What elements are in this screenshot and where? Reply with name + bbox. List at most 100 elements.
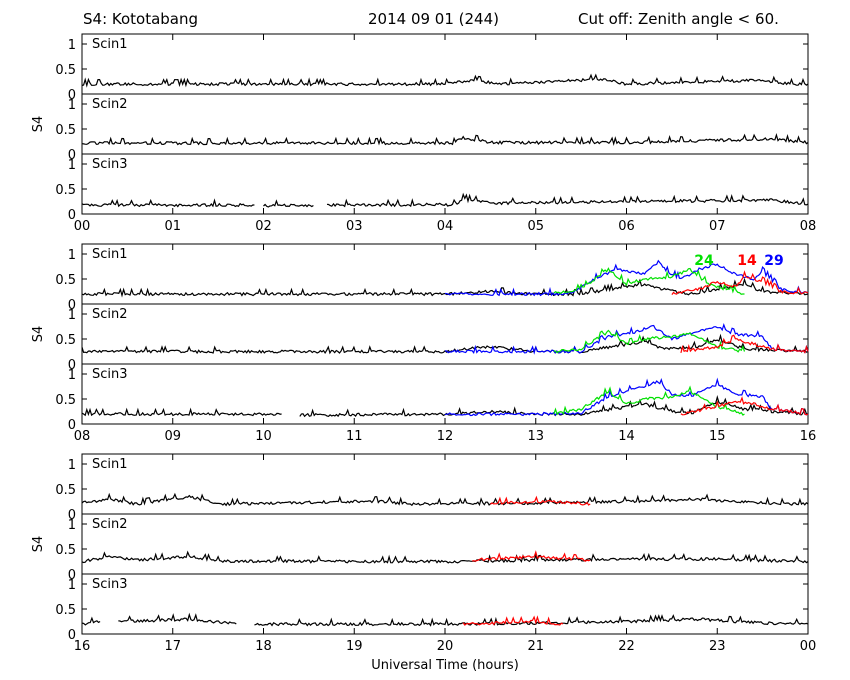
series-line-prn-all: [81, 492, 809, 507]
series-line-prn-24: [553, 267, 745, 295]
prn-label-24: 24: [694, 253, 714, 269]
x-tick-label: 04: [437, 219, 454, 234]
y-tick-label: 0.5: [55, 603, 76, 618]
x-tick-label: 11: [346, 429, 363, 444]
panel-label: Scin2: [92, 307, 128, 322]
series-line-prn-14: [462, 615, 564, 626]
series-line-prn-29: [444, 259, 809, 297]
panel-group-3: 0 0.5 1 Scin1 0 0.5 1 Scin2 0 0.5 1 Scin3 16 17 18 19 20…: [31, 453, 817, 654]
series-line-prn-24: [553, 329, 746, 354]
prn-label-14: 14: [737, 253, 757, 269]
x-tick-label: 14: [618, 429, 635, 444]
y-tick-label: 0: [68, 358, 76, 373]
prn-label-29: 29: [764, 253, 783, 269]
y-tick-label: 1: [68, 38, 76, 53]
y-tick-label: 0: [68, 298, 76, 313]
panel-frame: [81, 453, 809, 515]
panel-label: Scin2: [92, 517, 128, 532]
panel-scin1: 0 0.5 1 Scin1: [55, 33, 809, 103]
y-axis-label: S4: [31, 536, 46, 553]
y-axis-label: S4: [31, 326, 46, 343]
series-line-prn-all: [81, 198, 255, 208]
series-line-prn-all: [81, 550, 809, 564]
panel-label: Scin1: [92, 457, 128, 472]
panel-label: Scin2: [92, 97, 128, 112]
date-title: 2014 09 01 (244): [368, 10, 499, 28]
y-tick-label: 0: [68, 508, 76, 523]
y-tick-label: 0.5: [55, 183, 76, 198]
x-tick-label: 07: [709, 219, 726, 234]
y-tick-label: 0: [68, 148, 76, 163]
x-tick-label: 12: [437, 429, 454, 444]
y-tick-label: 1: [68, 308, 76, 323]
series-line-prn-all: [81, 277, 809, 298]
y-tick-label: 0.5: [55, 543, 76, 558]
panel-label: Scin1: [92, 37, 128, 52]
station-title: S4: Kototabang: [83, 10, 198, 28]
y-tick-label: 0: [68, 568, 76, 583]
series-line-prn-14: [680, 396, 809, 416]
x-tick-label: 13: [527, 429, 544, 444]
cutoff-title: Cut off: Zenith angle < 60.: [578, 10, 779, 28]
series-line-prn-all: [81, 616, 101, 626]
panel-group-1: 0 0.5 1 Scin1 0 0.5 1 Scin2 0 0.5 1 Scin3 00 01 02 03 04…: [31, 33, 817, 234]
panel-frame: [81, 513, 809, 575]
panel-scin1: 0 0.5 1 Scin1: [55, 453, 809, 523]
series-line-prn-all: [81, 333, 809, 355]
x-tick-label: 10: [255, 429, 272, 444]
y-tick-label: 0.5: [55, 333, 76, 348]
series-line-prn-all: [81, 407, 282, 417]
panel-group-2: 0 0.5 1 Scin1 0 0.5 1 Scin2 0 0.5 1 Scin3 08 09 10 11 12…: [31, 243, 817, 444]
panel-frame: [81, 93, 809, 155]
x-axis-title: Universal Time (hours): [371, 658, 519, 673]
x-tick-label: 22: [618, 639, 635, 654]
x-tick-label: 20: [437, 639, 454, 654]
panel-label: Scin3: [92, 157, 128, 172]
x-tick-label: 03: [346, 219, 363, 234]
x-tick-label: 02: [255, 219, 272, 234]
y-tick-label: 1: [68, 578, 76, 593]
y-tick-label: 1: [68, 518, 76, 533]
series-line-prn-14: [680, 334, 809, 354]
x-tick-label: 23: [709, 639, 726, 654]
x-tick-label: 21: [527, 639, 544, 654]
y-tick-label: 1: [68, 98, 76, 113]
series-line-prn-14: [490, 495, 591, 506]
y-tick-label: 0: [68, 628, 76, 643]
x-tick-label: 17: [164, 639, 181, 654]
panel-label: Scin1: [92, 247, 128, 262]
y-tick-label: 1: [68, 368, 76, 383]
y-tick-label: 0.5: [55, 393, 76, 408]
y-tick-label: 0.5: [55, 273, 76, 288]
x-tick-label: 16: [74, 639, 91, 654]
y-tick-label: 1: [68, 458, 76, 473]
series-line-prn-all: [326, 192, 809, 208]
series-line-prn-all: [81, 133, 809, 147]
y-tick-label: 0.5: [55, 63, 76, 78]
y-tick-label: 0: [68, 418, 76, 433]
x-tick-label: 08: [800, 219, 817, 234]
x-tick-label: 06: [618, 219, 635, 234]
x-tick-label: 00: [74, 219, 91, 234]
y-tick-label: 1: [68, 248, 76, 263]
series-line-prn-14: [472, 550, 591, 562]
y-tick-label: 0: [68, 88, 76, 103]
panel-scin3: 0 0.5 1 Scin3: [55, 363, 809, 433]
series-line-prn-all: [118, 612, 237, 625]
series-line-prn-all: [263, 199, 314, 208]
y-tick-label: 0: [68, 208, 76, 223]
panel-scin2: 0 0.5 1 Scin2: [55, 93, 809, 163]
panel-scin2: 0 0.5 1 Scin2: [55, 303, 809, 373]
x-tick-label: 16: [800, 429, 817, 444]
series-line-prn-29: [444, 323, 809, 355]
series-line-prn-14: [671, 270, 809, 295]
series-line-prn-24: [553, 385, 745, 416]
x-tick-label: 05: [527, 219, 544, 234]
x-tick-label: 19: [346, 639, 363, 654]
y-tick-label: 1: [68, 158, 76, 173]
x-tick-label: 18: [255, 639, 272, 654]
x-tick-label: 15: [709, 429, 726, 444]
x-tick-label: 00: [800, 639, 817, 654]
panel-label: Scin3: [92, 367, 128, 382]
series-line-prn-all: [81, 73, 809, 88]
